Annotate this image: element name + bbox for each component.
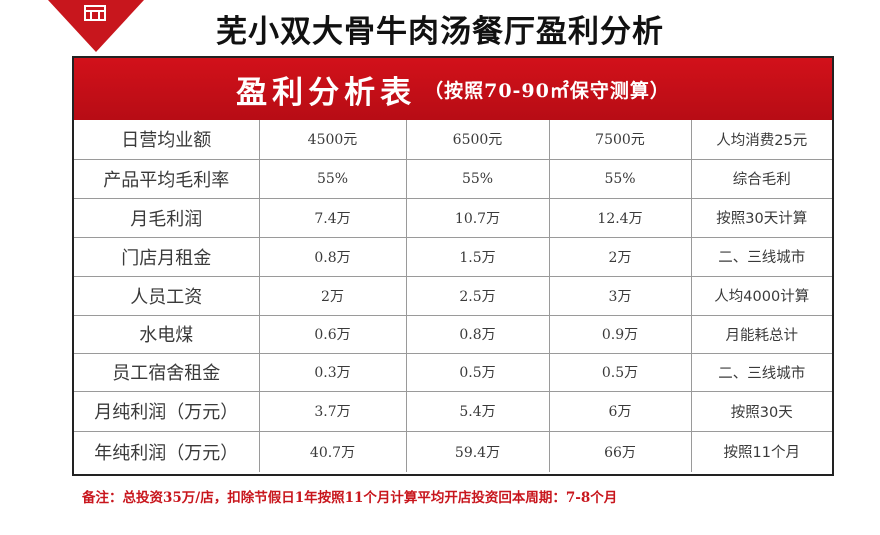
- cell-value: 3万: [548, 275, 692, 316]
- page-title: 芜小双大骨牛肉汤餐厅盈利分析: [216, 14, 664, 50]
- row-note: 二、三线城市: [690, 236, 832, 277]
- table-row: 门店月租金 0.8万 1.5万 2万 二、三线城市: [74, 236, 832, 277]
- table-row: 日营均业额 4500元 6500元 7500元 人均消费25元: [74, 120, 832, 160]
- cell-value: 2万: [258, 275, 407, 316]
- cell-value: 55%: [548, 158, 692, 199]
- cell-value: 0.8万: [258, 236, 407, 277]
- row-label: 产品平均毛利率: [74, 158, 260, 199]
- table-row: 员工宿舍租金 0.3万 0.5万 0.5万 二、三线城市: [74, 352, 832, 392]
- table-row: 月纯利润（万元） 3.7万 5.4万 6万 按照30天: [74, 390, 832, 432]
- row-note: 人均4000计算: [690, 275, 832, 316]
- cell-value: 7.4万: [258, 197, 407, 238]
- corner-ribbon: [48, 0, 144, 52]
- cell-value: 2.5万: [405, 275, 550, 316]
- row-label: 日营均业额: [74, 120, 260, 160]
- row-note: 综合毛利: [690, 158, 832, 199]
- row-note: 按照11个月: [690, 430, 832, 472]
- row-label: 门店月租金: [74, 236, 260, 277]
- table-grid: 日营均业额 4500元 6500元 7500元 人均消费25元 产品平均毛利率 …: [74, 120, 832, 472]
- row-note: 二、三线城市: [690, 352, 832, 392]
- table-row: 水电煤 0.6万 0.8万 0.9万 月能耗总计: [74, 314, 832, 354]
- cell-value: 7500元: [548, 120, 692, 160]
- row-label: 年纯利润（万元）: [74, 430, 260, 472]
- row-label: 水电煤: [74, 314, 260, 354]
- cell-value: 0.3万: [258, 352, 407, 392]
- row-label: 人员工资: [74, 275, 260, 316]
- cell-value: 55%: [405, 158, 550, 199]
- cell-value: 6万: [548, 390, 692, 432]
- table-row: 人员工资 2万 2.5万 3万 人均4000计算: [74, 275, 832, 316]
- cell-value: 0.5万: [405, 352, 550, 392]
- row-label: 员工宿舍租金: [74, 352, 260, 392]
- cell-value: 5.4万: [405, 390, 550, 432]
- row-label: 月毛利润: [74, 197, 260, 238]
- table-row: 月毛利润 7.4万 10.7万 12.4万 按照30天计算: [74, 197, 832, 238]
- row-note: 按照30天: [690, 390, 832, 432]
- cell-value: 3.7万: [258, 390, 407, 432]
- shop-icon: [84, 5, 106, 21]
- cell-value: 1.5万: [405, 236, 550, 277]
- footnote: 备注：总投资35万/店，扣除节假日1年按照11个月计算平均开店投资回本周期：7-…: [82, 490, 618, 506]
- cell-value: 6500元: [405, 120, 550, 160]
- cell-value: 0.5万: [548, 352, 692, 392]
- table-header: 盈利分析表 （按照70-90㎡保守测算）: [74, 58, 832, 120]
- cell-value: 4500元: [258, 120, 407, 160]
- row-note: 按照30天计算: [690, 197, 832, 238]
- cell-value: 40.7万: [258, 430, 407, 472]
- row-note: 月能耗总计: [690, 314, 832, 354]
- cell-value: 0.6万: [258, 314, 407, 354]
- profit-table: 盈利分析表 （按照70-90㎡保守测算） 日营均业额 4500元 6500元 7…: [72, 56, 834, 476]
- row-label: 月纯利润（万元）: [74, 390, 260, 432]
- cell-value: 66万: [548, 430, 692, 472]
- row-note: 人均消费25元: [690, 120, 832, 160]
- cell-value: 2万: [548, 236, 692, 277]
- cell-value: 12.4万: [548, 197, 692, 238]
- table-header-subtitle: （按照70-90㎡保守测算）: [424, 79, 670, 102]
- cell-value: 0.9万: [548, 314, 692, 354]
- cell-value: 10.7万: [405, 197, 550, 238]
- cell-value: 0.8万: [405, 314, 550, 354]
- table-row: 年纯利润（万元） 40.7万 59.4万 66万 按照11个月: [74, 430, 832, 472]
- cell-value: 55%: [258, 158, 407, 199]
- table-header-title: 盈利分析表: [236, 74, 417, 111]
- table-row: 产品平均毛利率 55% 55% 55% 综合毛利: [74, 158, 832, 199]
- cell-value: 59.4万: [405, 430, 550, 472]
